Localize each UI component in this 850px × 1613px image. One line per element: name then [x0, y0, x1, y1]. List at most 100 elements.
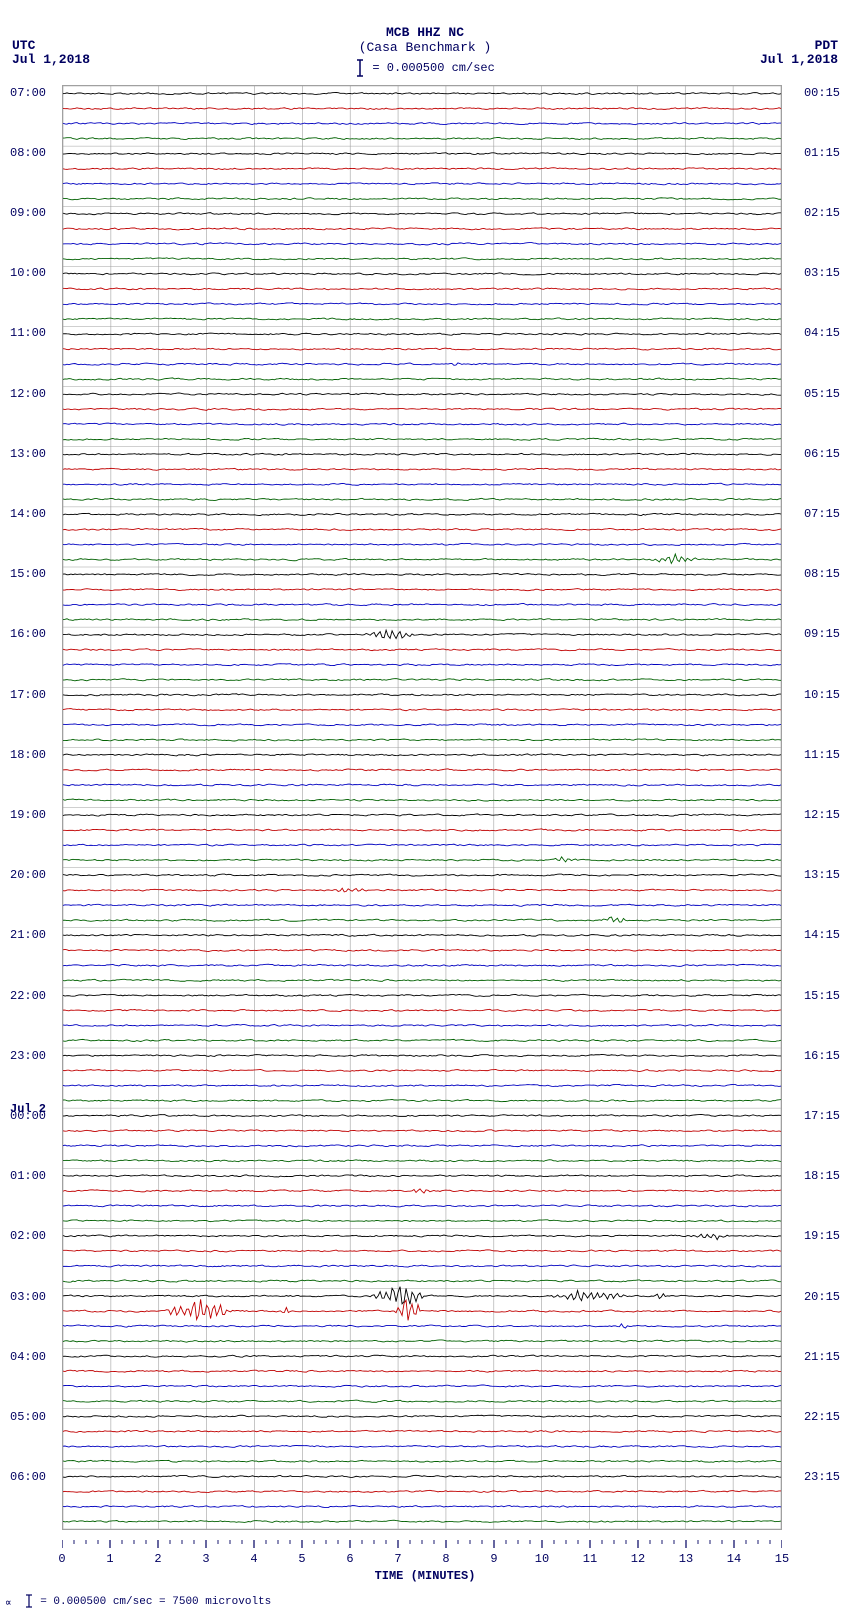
left-time-label: 18:00: [10, 748, 46, 762]
trace-line: [63, 1024, 781, 1026]
trace-line: [63, 273, 781, 275]
trace-line: [63, 1475, 781, 1477]
timezone-left: UTC: [12, 38, 35, 53]
footer-scale-bar-icon2: [24, 1594, 34, 1608]
trace-line: [63, 1009, 781, 1011]
trace-line: [63, 1460, 781, 1462]
trace-line: [63, 1340, 781, 1342]
trace-line: [63, 228, 781, 230]
trace-line: [63, 1039, 781, 1041]
trace-line: [63, 468, 781, 470]
trace-line: [63, 483, 781, 485]
trace-line: [63, 1299, 781, 1320]
trace-line: [63, 1355, 781, 1357]
x-tick-label: 3: [202, 1552, 209, 1566]
scale-bar-icon: [355, 59, 365, 77]
x-axis: 0123456789101112131415: [62, 1540, 782, 1565]
trace-line: [63, 513, 781, 515]
right-time-label: 09:15: [804, 627, 840, 641]
right-time-label: 10:15: [804, 688, 840, 702]
header: MCB HHZ NC (Casa Benchmark ) = 0.000500 …: [0, 25, 850, 77]
trace-line: [63, 528, 781, 530]
right-time-label: 18:15: [804, 1169, 840, 1183]
right-time-label: 00:15: [804, 86, 840, 100]
trace-line: [63, 573, 781, 575]
right-time-label: 14:15: [804, 928, 840, 942]
trace-line: [63, 694, 781, 696]
left-time-label: 01:00: [10, 1169, 46, 1183]
trace-line: [63, 679, 781, 681]
left-time-label: 04:00: [10, 1350, 46, 1364]
right-time-label: 01:15: [804, 146, 840, 160]
left-time-label: 10:00: [10, 266, 46, 280]
trace-line: [63, 348, 781, 350]
x-tick-label: 15: [775, 1552, 789, 1566]
trace-line: [63, 333, 781, 335]
trace-line: [63, 137, 781, 139]
trace-line: [63, 724, 781, 726]
x-tick-label: 6: [346, 1552, 353, 1566]
trace-line: [63, 844, 781, 846]
x-tick-label: 2: [154, 1552, 161, 1566]
left-time-label: 11:00: [10, 326, 46, 340]
left-time-label: 02:00: [10, 1229, 46, 1243]
trace-line: [63, 1130, 781, 1132]
trace-line: [63, 438, 781, 440]
trace-line: [63, 799, 781, 801]
left-time-label: 15:00: [10, 567, 46, 581]
trace-line: [63, 1160, 781, 1162]
scale-label: = 0.000500 cm/sec: [372, 61, 494, 75]
right-time-label: 15:15: [804, 989, 840, 1003]
x-tick-label: 13: [679, 1552, 693, 1566]
trace-line: [63, 739, 781, 741]
footer-scale-bar-icon: ∝: [5, 1594, 17, 1608]
trace-line: [63, 1490, 781, 1492]
x-tick-label: 10: [535, 1552, 549, 1566]
trace-line: [63, 258, 781, 260]
trace-line: [63, 829, 781, 831]
svg-text:∝: ∝: [5, 1598, 12, 1608]
trace-line: [63, 1280, 781, 1282]
right-time-label: 19:15: [804, 1229, 840, 1243]
right-time-label: 03:15: [804, 266, 840, 280]
left-time-label: 05:00: [10, 1410, 46, 1424]
left-time-label: 21:00: [10, 928, 46, 942]
right-time-label: 04:15: [804, 326, 840, 340]
left-time-label: 20:00: [10, 868, 46, 882]
trace-line: [63, 108, 781, 110]
x-tick-label: 12: [631, 1552, 645, 1566]
right-time-label: 12:15: [804, 808, 840, 822]
trace-line: [63, 664, 781, 666]
trace-line: [63, 1220, 781, 1222]
scale-indicator: = 0.000500 cm/sec: [0, 59, 850, 77]
trace-line: [63, 769, 781, 771]
left-time-label: 23:00: [10, 1049, 46, 1063]
trace-line: [63, 554, 781, 563]
trace-line: [63, 630, 781, 638]
trace-line: [63, 363, 781, 365]
footer-text: = 0.000500 cm/sec = 7500 microvolts: [40, 1596, 271, 1608]
right-time-label: 02:15: [804, 206, 840, 220]
left-time-label: 09:00: [10, 206, 46, 220]
x-tick-label: 11: [583, 1552, 597, 1566]
right-time-label: 21:15: [804, 1350, 840, 1364]
left-time-label: 17:00: [10, 688, 46, 702]
x-tick-label: 5: [298, 1552, 305, 1566]
right-time-label: 17:15: [804, 1109, 840, 1123]
trace-line: [63, 1265, 781, 1267]
right-time-label: 07:15: [804, 507, 840, 521]
trace-line: [63, 1189, 781, 1193]
trace-line: [63, 1445, 781, 1447]
x-tick-label: 9: [490, 1552, 497, 1566]
trace-line: [63, 888, 781, 892]
footer: ∝ = 0.000500 cm/sec = 7500 microvolts: [5, 1594, 271, 1608]
left-time-label: 08:00: [10, 146, 46, 160]
trace-line: [63, 934, 781, 936]
right-time-label: 06:15: [804, 447, 840, 461]
x-tick-label: 4: [250, 1552, 257, 1566]
trace-line: [63, 874, 781, 876]
station-id: MCB HHZ NC: [0, 25, 850, 40]
trace-line: [63, 857, 781, 862]
trace-line: [63, 122, 781, 124]
right-time-label: 13:15: [804, 868, 840, 882]
